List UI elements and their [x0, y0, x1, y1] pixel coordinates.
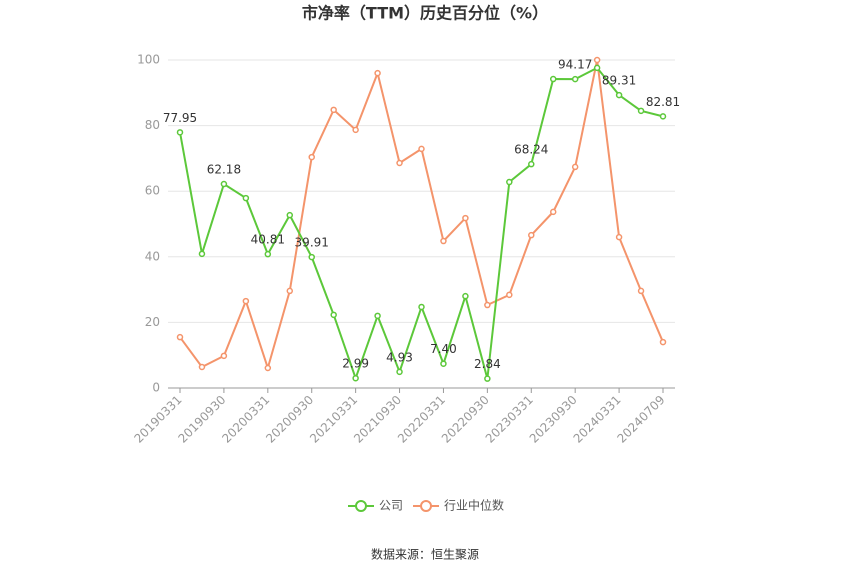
data-point: [462, 292, 469, 300]
data-point: [528, 231, 535, 239]
data-point: [176, 129, 184, 136]
source-note: 数据来源：恒生聚源: [371, 547, 479, 562]
data-point: [352, 126, 359, 134]
data-label: 89.31: [602, 74, 636, 88]
legend-marker: [420, 500, 433, 512]
data-label: 62.18: [207, 163, 241, 177]
data-point: [528, 160, 535, 168]
data-label: 4.93: [386, 350, 413, 364]
data-point: [615, 233, 623, 241]
data-point: [374, 69, 381, 77]
data-point: [308, 153, 315, 161]
data-point: [637, 107, 645, 115]
data-point: [418, 303, 425, 311]
data-point: [242, 297, 250, 305]
data-point: [593, 56, 601, 64]
data-label: 82.81: [646, 95, 680, 109]
data-label: 2.99: [342, 357, 369, 371]
data-point: [330, 311, 337, 319]
data-point: [549, 75, 557, 83]
data-point: [593, 64, 601, 72]
data-label: 2.84: [474, 357, 501, 371]
y-tick-label: 100: [137, 53, 160, 67]
data-point: [264, 364, 272, 372]
data-point: [374, 312, 381, 320]
data-point: [242, 194, 250, 202]
data-label: 77.95: [163, 111, 197, 125]
data-label: 39.91: [295, 236, 329, 250]
data-point: [286, 287, 294, 295]
data-point: [220, 180, 228, 188]
data-point: [330, 106, 337, 114]
legend-label: 行业中位数: [444, 498, 504, 513]
y-tick-label: 60: [145, 184, 160, 198]
data-label: 7.40: [430, 342, 457, 356]
data-point: [659, 338, 667, 346]
data-point: [462, 214, 469, 222]
data-point: [396, 159, 403, 167]
data-point: [637, 287, 645, 295]
y-tick-label: 0: [152, 381, 160, 395]
legend-label: 公司: [379, 499, 403, 513]
data-point: [549, 208, 557, 216]
data-point: [352, 374, 359, 382]
y-tick-label: 80: [145, 118, 160, 132]
data-label: 68.24: [514, 143, 548, 157]
x-tick-label: 20240709: [615, 393, 668, 446]
data-label: 94.17: [558, 58, 592, 72]
data-point: [484, 375, 491, 382]
series-line: [179, 66, 664, 382]
data-point: [484, 301, 491, 309]
data-point: [571, 163, 579, 171]
data-point: [198, 250, 206, 258]
data-label: 40.81: [251, 233, 285, 247]
legend-marker: [355, 500, 367, 512]
data-point: [615, 91, 623, 99]
data-point: [396, 368, 403, 376]
data-point: [440, 360, 447, 367]
data-point: [286, 211, 294, 219]
data-point: [571, 75, 579, 83]
data-point: [506, 291, 513, 299]
chart-title: 市净率（TTM）历史百分位（%）: [302, 4, 548, 23]
y-tick-label: 40: [145, 249, 160, 263]
data-point: [659, 113, 667, 120]
y-tick-label: 20: [145, 315, 160, 329]
data-point: [198, 363, 206, 371]
data-point: [220, 352, 228, 360]
data-point: [440, 237, 447, 245]
data-point: [506, 178, 513, 186]
data-point: [176, 333, 184, 341]
data-point: [308, 253, 315, 261]
data-point: [418, 145, 425, 153]
data-point: [264, 250, 272, 258]
